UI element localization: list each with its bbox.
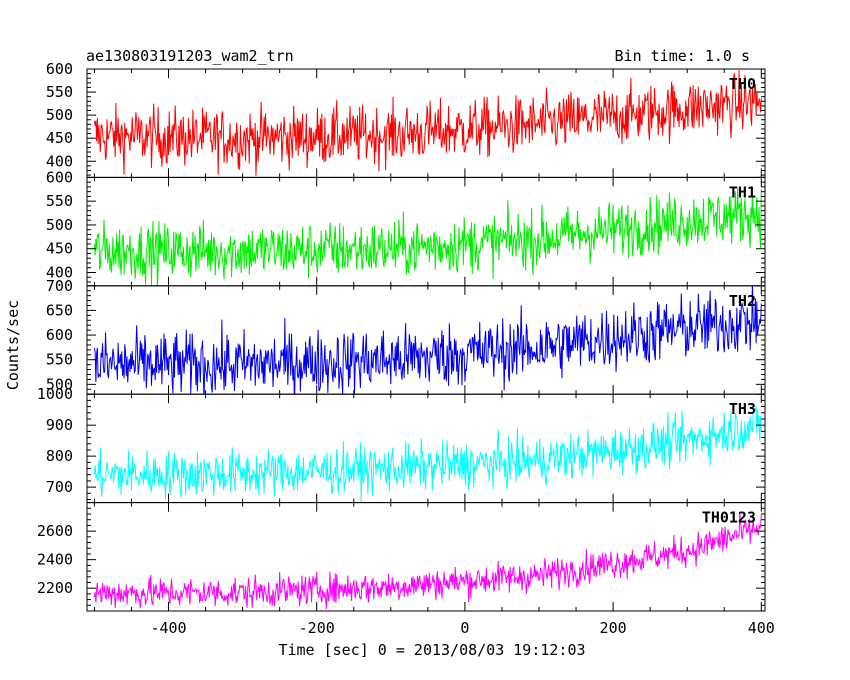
y-tick-label: 650 (46, 301, 73, 319)
y-tick-label: 400 (46, 152, 73, 170)
panel-label-th2: TH2 (729, 292, 756, 310)
x-tick-label: 200 (600, 619, 627, 637)
panel-th3: 700 800 900 1000 TH3 (37, 385, 766, 504)
panel-frame (86, 502, 766, 612)
x-tick-label: 400 (748, 619, 775, 637)
panel-label-th3: TH3 (729, 400, 756, 418)
panel-th0123: 2200 2400 2600 TH0123 (37, 502, 766, 612)
y-tick-label: 450 (46, 240, 73, 258)
x-tick-label: 0 (460, 619, 469, 637)
panel-frame (86, 285, 766, 395)
y-tick-label: 600 (46, 168, 73, 186)
y-tick-label: 500 (46, 375, 73, 393)
x-axis: -400 -200 0 200 400 (150, 619, 774, 637)
y-tick-label: 1000 (37, 385, 73, 403)
y-axis-label: Counts/sec (4, 300, 22, 390)
y-tick-label: 400 (46, 263, 73, 281)
panel-label-th0: TH0 (729, 75, 756, 93)
series-line-th0123 (93, 512, 762, 610)
series-line-th1 (93, 188, 762, 286)
y-tick-label: 900 (46, 416, 73, 434)
series-line-th0 (93, 69, 762, 176)
panel-label-th1: TH1 (729, 183, 756, 201)
bin-time-label: Bin time: 1.0 s (615, 47, 750, 65)
series-line-th3 (93, 406, 762, 503)
series-line-th2 (93, 285, 762, 395)
y-tick-label: 800 (46, 447, 73, 465)
y-tick-label: 2200 (37, 579, 73, 597)
y-tick-label: 700 (46, 277, 73, 295)
y-tick-label: 700 (46, 478, 73, 496)
x-axis-label: Time [sec] 0 = 2013/08/03 19:12:03 (278, 641, 585, 659)
panel-th1: 400 450 500 550 600 TH1 (46, 168, 766, 287)
x-tick-label: -400 (150, 619, 186, 637)
y-tick-label: 500 (46, 106, 73, 124)
panel-th0: 400 450 500 550 600 TH0 (46, 60, 766, 178)
panels-group: 400450500550600TH0400450500550600TH15005… (37, 60, 766, 612)
x-tick-label: -200 (299, 619, 335, 637)
observation-id-title: ae130803191203_wam2_trn (86, 47, 294, 65)
y-tick-label: 2600 (37, 522, 73, 540)
y-tick-label: 550 (46, 192, 73, 210)
y-tick-label: 550 (46, 351, 73, 369)
y-tick-label: 550 (46, 83, 73, 101)
panel-th2: 500 550 600 650 700 TH2 (46, 277, 766, 395)
panel-label-th0123: TH0123 (702, 509, 756, 527)
y-tick-label: 600 (46, 60, 73, 78)
y-tick-label: 500 (46, 216, 73, 234)
y-tick-label: 450 (46, 129, 73, 147)
y-tick-label: 600 (46, 326, 73, 344)
y-tick-label: 2400 (37, 551, 73, 569)
